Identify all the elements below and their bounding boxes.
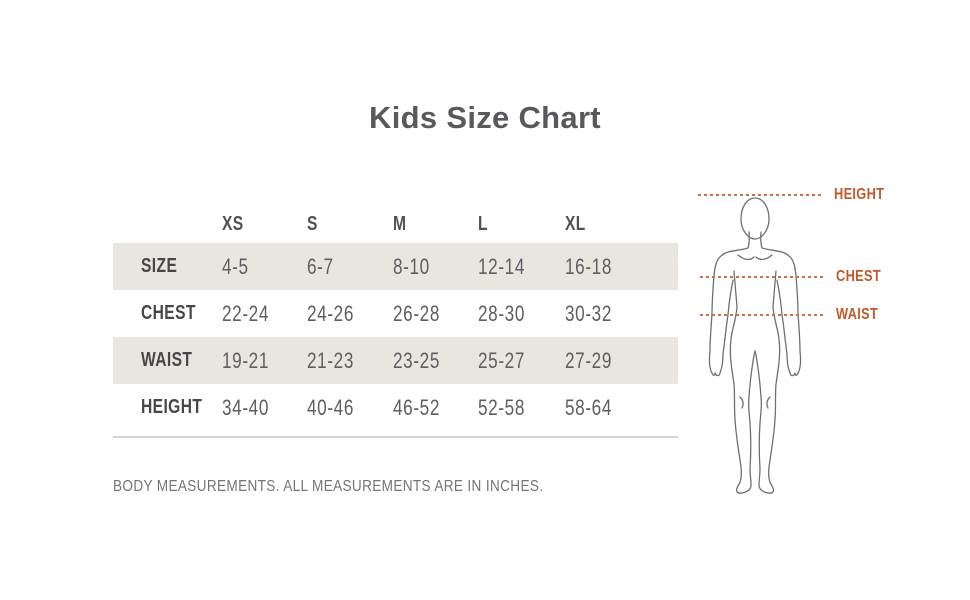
size-table-row-waist: WAIST 19-21 21-23 23-25 25-27 27-29 <box>113 337 678 384</box>
table-cell: 6-7 <box>307 253 334 279</box>
column-header-s: S <box>307 213 393 236</box>
column-header-label: L <box>478 212 488 235</box>
table-cell: 52-58 <box>478 394 526 420</box>
height-measure: HEIGHT <box>698 186 897 203</box>
size-table-row-height: HEIGHT 34-40 40-46 46-52 52-58 58-64 <box>113 384 678 431</box>
table-cell: 16-18 <box>565 253 613 279</box>
table-cell: 58-64 <box>565 394 613 420</box>
column-header-label: M <box>393 212 407 235</box>
table-cell: 23-25 <box>393 347 441 373</box>
table-cell: 4-5 <box>222 253 249 279</box>
figure-left-leg <box>729 270 756 494</box>
figure-collar <box>737 254 773 261</box>
height-dash-line <box>698 194 824 196</box>
table-cell: 22-24 <box>222 300 270 326</box>
figure-knees <box>739 396 771 409</box>
row-label: CHEST <box>141 302 196 324</box>
table-cell: 27-29 <box>565 347 613 373</box>
table-cell: 24-26 <box>307 300 355 326</box>
size-table-row-chest: CHEST 22-24 24-26 26-28 28-30 30-32 <box>113 290 678 337</box>
chest-measure: CHEST <box>700 268 892 285</box>
table-cell: 21-23 <box>307 347 355 373</box>
waist-dash-line <box>700 314 826 316</box>
waist-label: WAIST <box>836 306 879 323</box>
row-label: SIZE <box>141 255 178 277</box>
column-header-xl: XL <box>565 213 678 236</box>
body-measurement-diagram: HEIGHT CHEST WAIST <box>688 180 898 515</box>
column-header-label: XL <box>565 212 586 235</box>
chest-dash-line <box>700 276 826 278</box>
table-cell: 8-10 <box>393 253 430 279</box>
table-cell: 40-46 <box>307 394 355 420</box>
column-header-m: M <box>393 213 478 236</box>
table-cell: 25-27 <box>478 347 526 373</box>
size-table: XS S M L XL SIZE 4-5 6-7 8-10 12-14 16-1… <box>113 205 678 438</box>
figure-right-arm <box>760 231 802 377</box>
table-cell: 28-30 <box>478 300 526 326</box>
table-cell: 19-21 <box>222 347 270 373</box>
human-body-outline-icon <box>708 197 802 494</box>
size-table-row-size: SIZE 4-5 6-7 8-10 12-14 16-18 <box>113 243 678 290</box>
table-cell: 30-32 <box>565 300 613 326</box>
column-header-label: XS <box>222 212 244 235</box>
page-title: Kids Size Chart <box>369 100 601 135</box>
measurements-footnote: BODY MEASUREMENTS. ALL MEASUREMENTS ARE … <box>113 478 544 495</box>
figure-right-leg <box>754 270 781 494</box>
figure-left-arm <box>708 231 750 377</box>
chest-label: CHEST <box>836 268 881 285</box>
height-label: HEIGHT <box>834 186 885 203</box>
table-cell: 34-40 <box>222 394 270 420</box>
waist-measure: WAIST <box>700 306 889 323</box>
figure-head <box>740 197 770 240</box>
table-cell: 46-52 <box>393 394 441 420</box>
column-header-label: S <box>307 212 318 235</box>
table-cell: 26-28 <box>393 300 441 326</box>
row-label: HEIGHT <box>141 396 203 418</box>
row-label: WAIST <box>141 349 193 371</box>
table-cell: 12-14 <box>478 253 526 279</box>
column-header-l: L <box>478 213 565 236</box>
size-table-header-row: XS S M L XL <box>113 205 678 243</box>
column-header-xs: XS <box>222 213 307 236</box>
